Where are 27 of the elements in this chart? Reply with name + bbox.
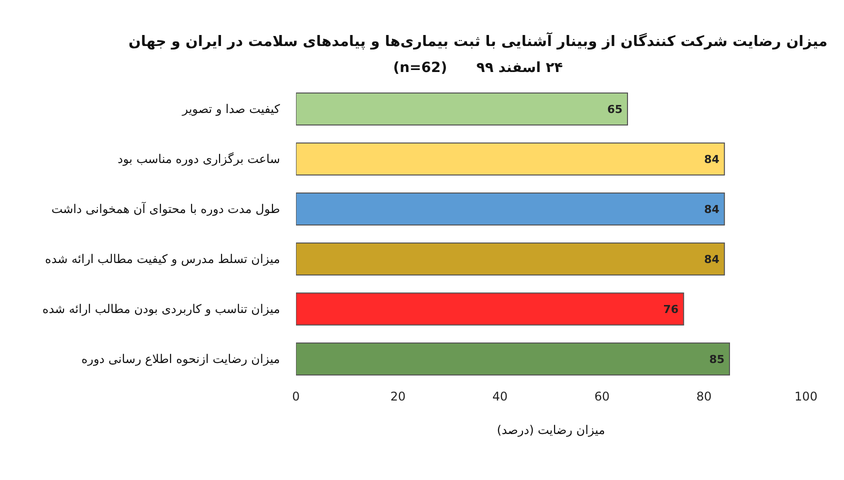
bar (296, 242, 725, 276)
data-label: 84 (704, 202, 720, 216)
y-tick-label: کیفیت صدا و تصویر (181, 102, 280, 116)
data-label: 65 (607, 102, 622, 116)
chart-title: میزان رضایت شرکت کنندگان از وبینار آشنایی با ثبت بیماری‌ها و پیامدهای سلامت در ایران و جهان (128, 31, 828, 50)
data-label: 76 (663, 302, 679, 316)
data-label: 85 (709, 352, 724, 366)
y-tick-label: طول مدت دوره با محتوای آن همخوانی داشت (51, 201, 280, 216)
bar (296, 292, 684, 326)
y-tick-label: میزان رضایت ازنحوه اطلاع رسانی دوره (81, 352, 280, 366)
x-tick-label: 80 (696, 390, 712, 404)
x-tick-label: 40 (492, 390, 508, 404)
bar (296, 342, 730, 376)
x-axis-title: میزان رضایت (درصد) (496, 423, 606, 437)
y-tick-label: میزان تسلط مدرس و کیفیت مطالب ارائه شده (45, 252, 280, 266)
x-tick-label: 60 (594, 390, 610, 404)
y-tick-label: میزان تناسب و کاربردی بودن مطالب ارائه شده (42, 302, 280, 316)
x-tick-label: 100 (794, 390, 818, 404)
data-label: 84 (704, 252, 720, 266)
bar (296, 142, 725, 176)
bar (296, 192, 725, 226)
chart-subtitle: ۲۴ اسفند ۹۹ (n=62) (392, 60, 564, 76)
data-label: 84 (704, 152, 720, 166)
x-tick-label: 0 (292, 390, 300, 404)
x-tick-label: 20 (390, 390, 406, 404)
y-tick-label: ساعت برگزاری دوره مناسب بود (118, 152, 280, 166)
bar (296, 92, 628, 126)
